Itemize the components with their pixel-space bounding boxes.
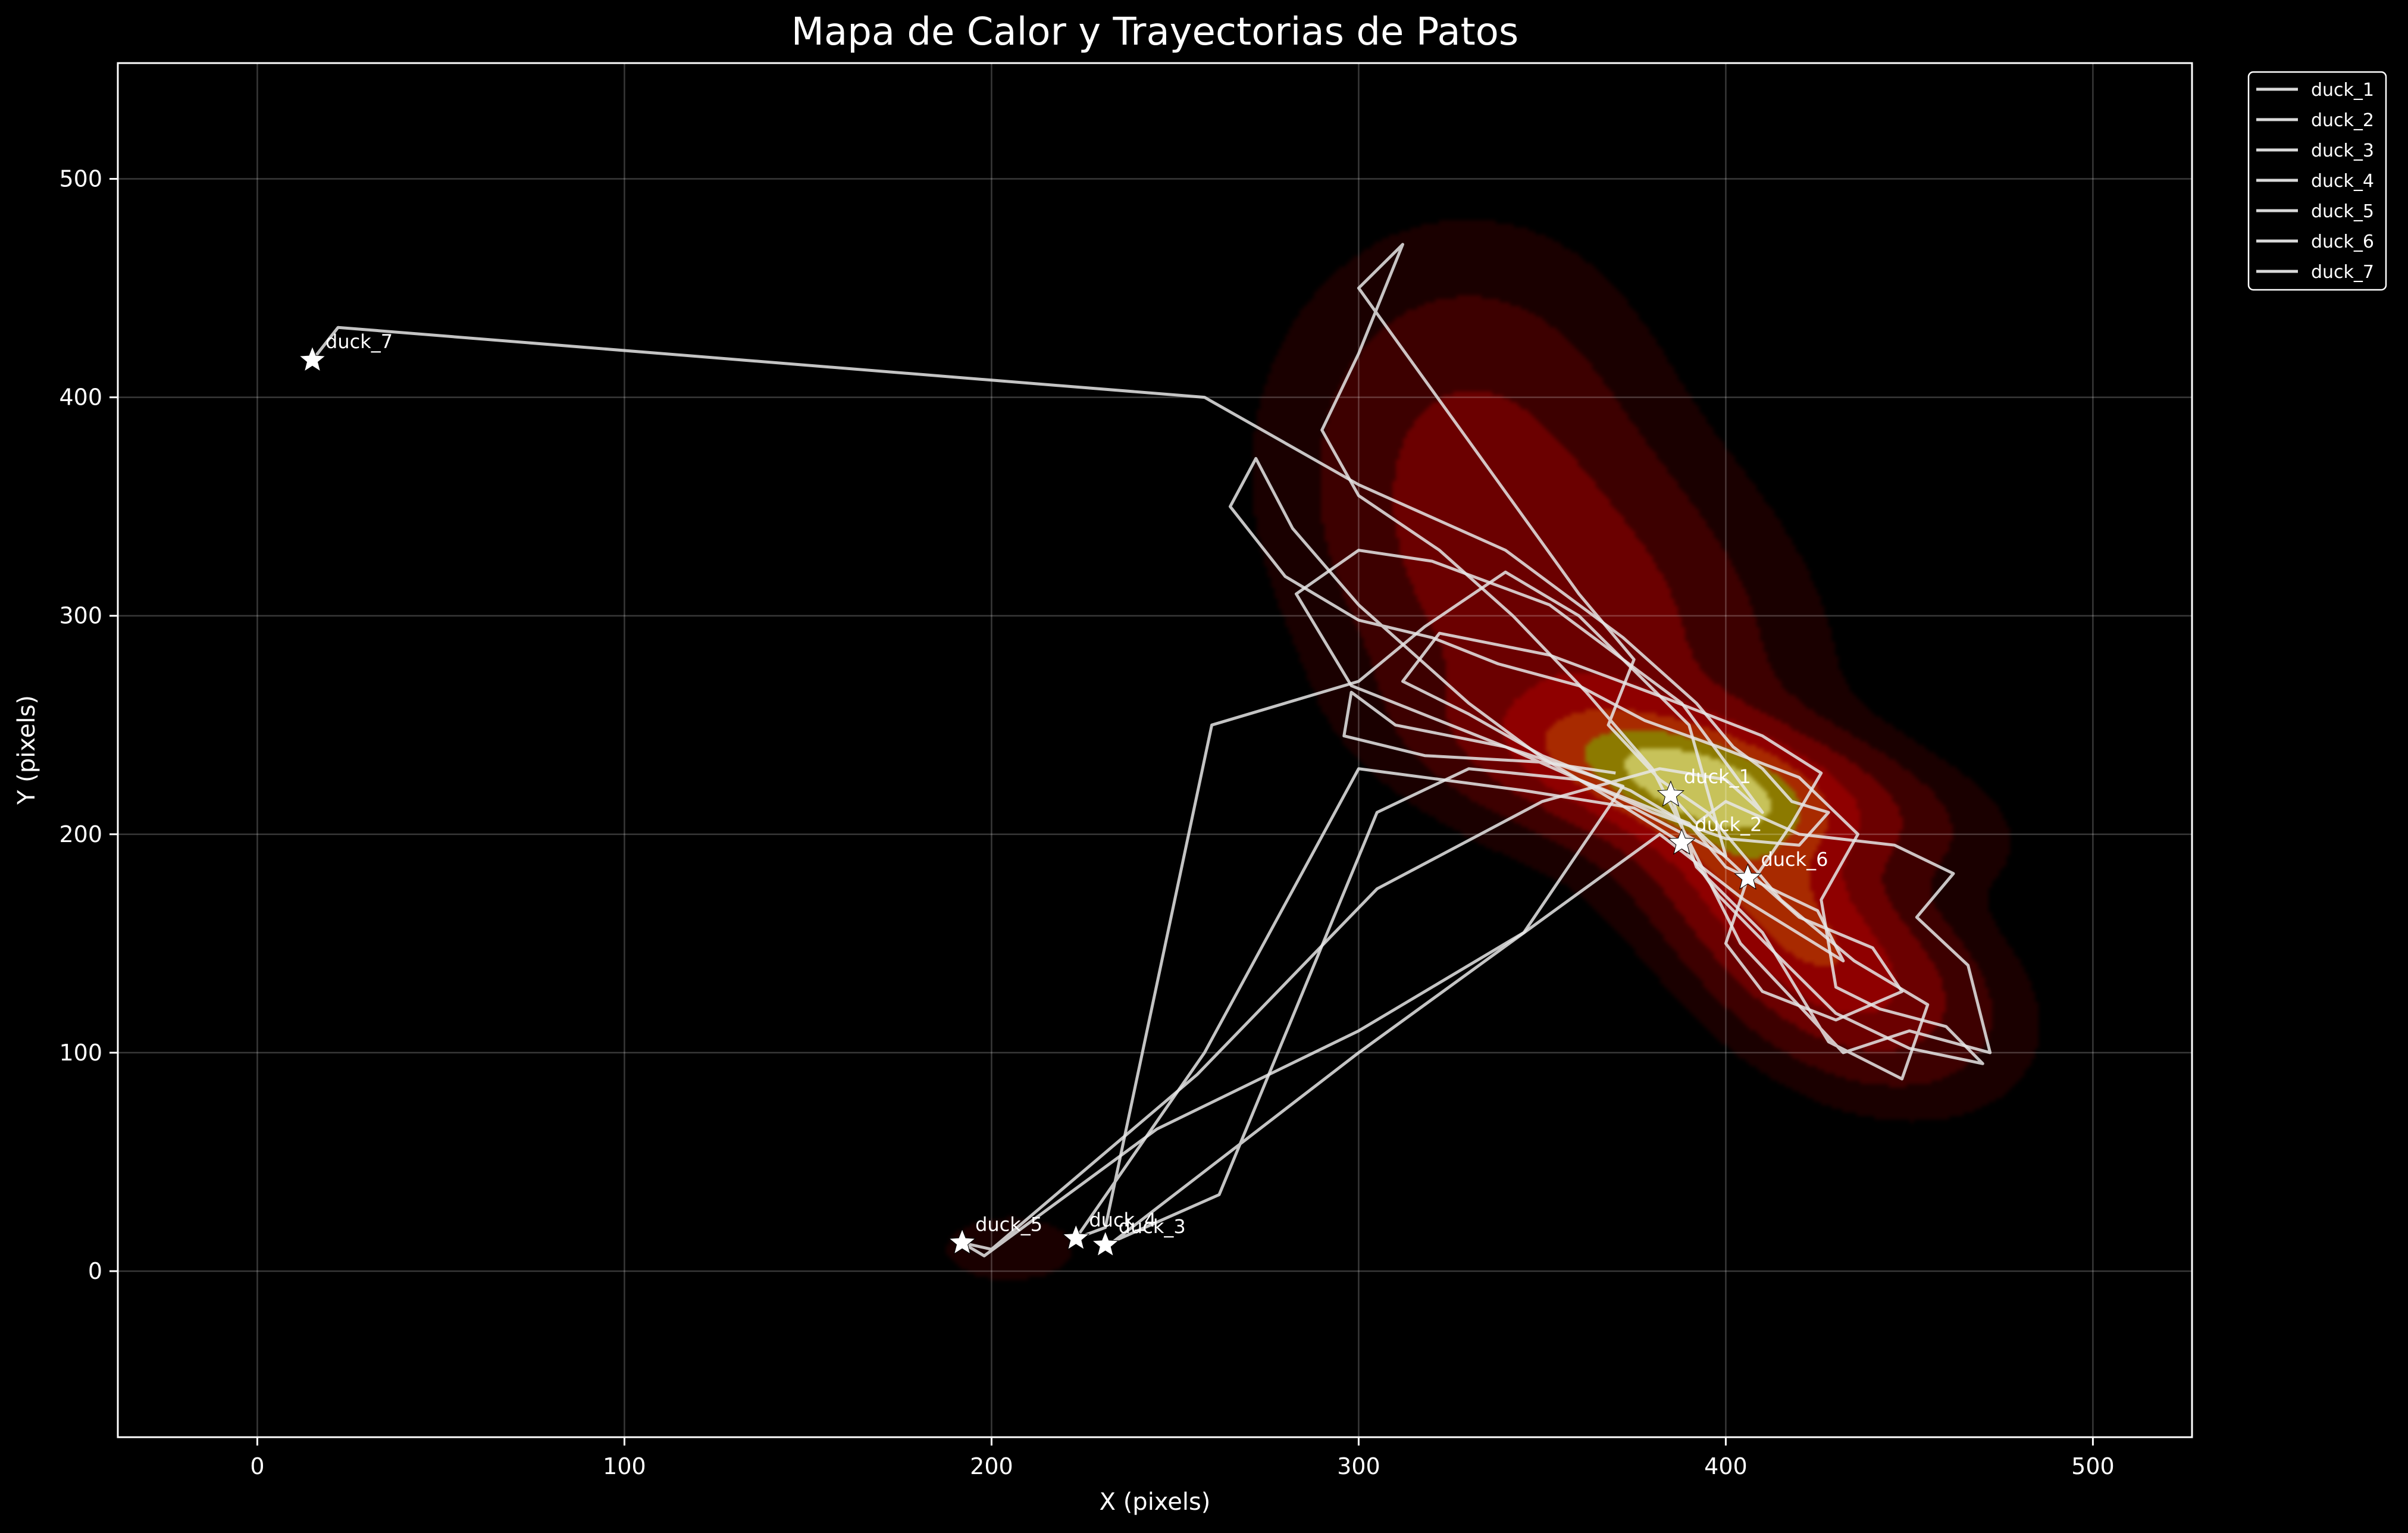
x-tick-label: 200 bbox=[970, 1453, 1013, 1479]
trajectory-duck-7 bbox=[311, 326, 1830, 847]
trajectory-duck-3 bbox=[1104, 767, 1845, 1247]
x-tick-label: 300 bbox=[1337, 1453, 1380, 1479]
legend-label-duck-3: duck_3 bbox=[2311, 140, 2374, 161]
y-tick-label: 300 bbox=[59, 603, 102, 629]
legend-label-duck-7: duck_7 bbox=[2311, 262, 2374, 283]
y-tick-label: 100 bbox=[59, 1040, 102, 1066]
legend-box bbox=[2247, 71, 2387, 291]
start-marker-duck-6 bbox=[1734, 863, 1762, 890]
x-axis-label: X (pixels) bbox=[1100, 1488, 1211, 1516]
start-label-duck-7: duck_7 bbox=[325, 330, 393, 353]
start-marker-duck-3 bbox=[1091, 1230, 1119, 1257]
x-tick-label: 100 bbox=[603, 1453, 646, 1479]
start-marker-duck-4 bbox=[1062, 1224, 1090, 1250]
start-label-duck-3: duck_3 bbox=[1119, 1215, 1186, 1238]
trajectory-layer bbox=[311, 243, 1992, 1257]
y-axis-ticks: 0 100 200 300 400 500 bbox=[59, 166, 118, 1284]
legend-label-duck-6: duck_6 bbox=[2311, 231, 2374, 252]
y-tick-label: 400 bbox=[59, 384, 102, 411]
start-label-duck-2: duck_2 bbox=[1695, 814, 1762, 836]
start-label-duck-5: duck_5 bbox=[975, 1213, 1042, 1235]
trajectory-duck-5 bbox=[961, 549, 1764, 1257]
legend-label-duck-4: duck_4 bbox=[2311, 171, 2374, 192]
x-axis-ticks: 0 100 200 300 400 500 bbox=[250, 1437, 2115, 1479]
start-label-duck-1: duck_1 bbox=[1684, 765, 1751, 788]
start-marker-duck-7 bbox=[298, 345, 327, 373]
y-tick-label: 200 bbox=[59, 821, 102, 847]
y-axis-label: Y (pixels) bbox=[13, 695, 40, 805]
start-marker-duck-1 bbox=[1657, 780, 1684, 807]
x-tick-label: 400 bbox=[1704, 1453, 1748, 1479]
plot-frame bbox=[117, 62, 2193, 1438]
start-marker-duck-5 bbox=[948, 1228, 976, 1255]
trajectory-duck-6 bbox=[1401, 631, 1904, 1022]
legend-label-duck-5: duck_5 bbox=[2311, 201, 2374, 222]
legend: duck_1 duck_2 duck_3 duck_4 duck_5 duck_6duck… bbox=[2247, 71, 2387, 291]
trajectory-duck-4 bbox=[1075, 570, 1727, 1240]
trajectory-duck-2 bbox=[1229, 456, 1984, 1065]
legend-label-duck-1: duck_1 bbox=[2311, 80, 2374, 101]
x-tick-label: 500 bbox=[2071, 1453, 2115, 1479]
start-label-duck-6: duck_6 bbox=[1761, 848, 1828, 871]
trajectory-duck-1 bbox=[1320, 243, 1992, 1081]
y-tick-label: 0 bbox=[88, 1258, 102, 1284]
y-tick-label: 500 bbox=[59, 166, 102, 192]
start-label-duck-4: duck_4 bbox=[1089, 1209, 1156, 1231]
legend-label-duck-2: duck_2 bbox=[2311, 110, 2374, 131]
chart-title: Mapa de Calor y Trayectorias de Patos bbox=[791, 10, 1518, 54]
start-marker-duck-2 bbox=[1668, 828, 1696, 855]
x-tick-label: 0 bbox=[250, 1453, 264, 1479]
